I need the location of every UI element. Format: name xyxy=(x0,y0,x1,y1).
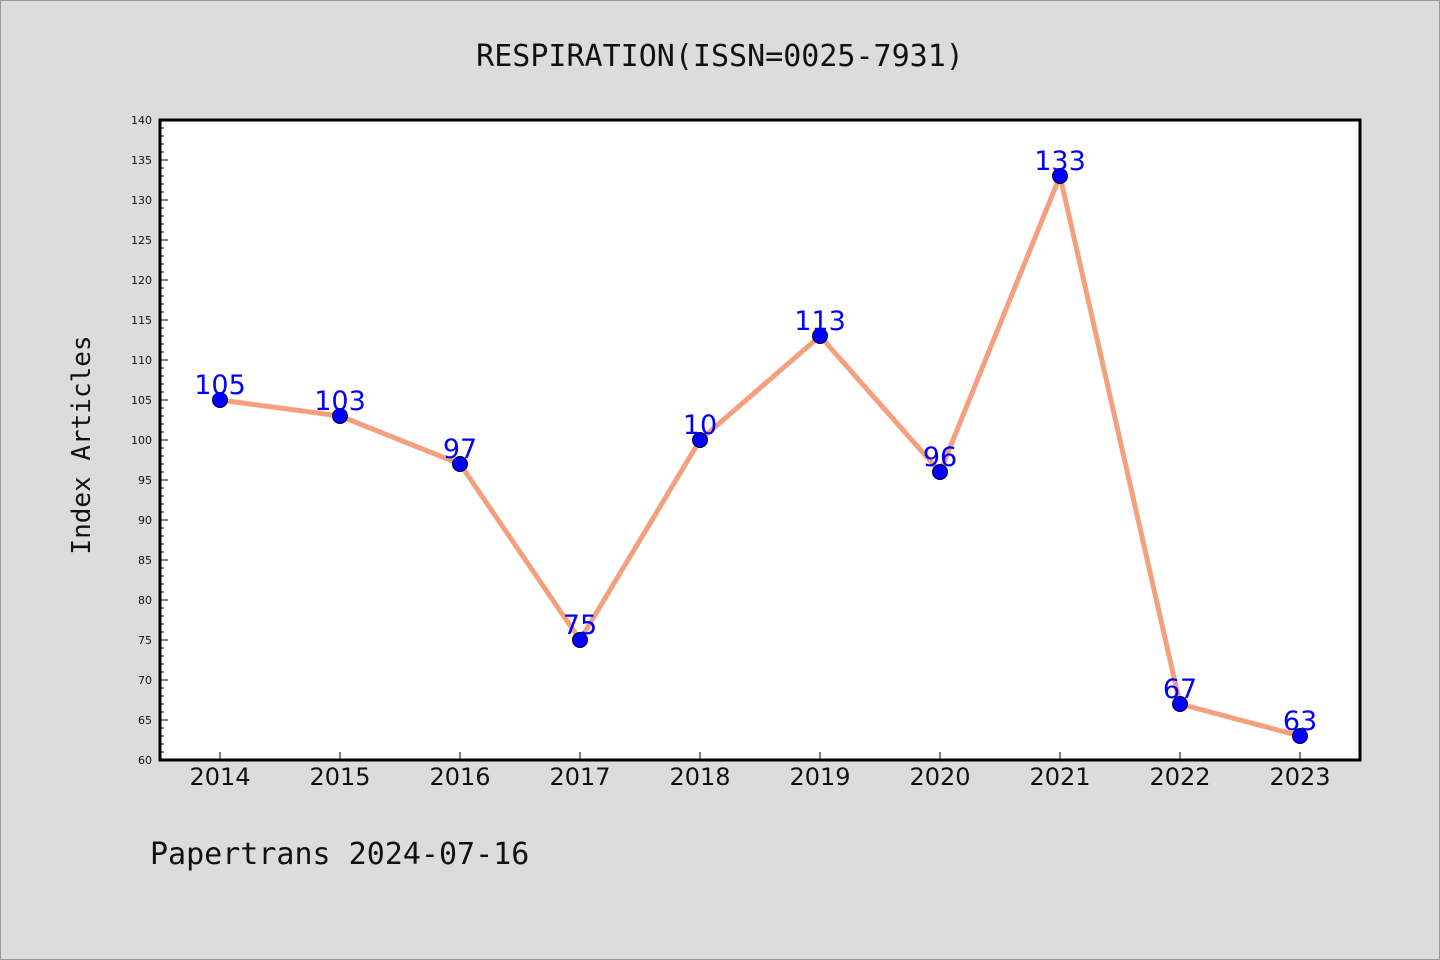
y-tick-label: 100 xyxy=(131,434,152,447)
data-labels-layer: 105 103 97 75 10 113 96 133 67 63 xyxy=(194,146,1317,737)
y-tick-label: 115 xyxy=(131,314,152,327)
series-line xyxy=(217,173,1303,739)
x-tick-label: 2016 xyxy=(429,763,490,791)
plot-area xyxy=(158,118,1362,762)
x-tick-label: 2018 xyxy=(669,763,730,791)
data-label: 10 xyxy=(683,410,717,441)
data-point-marker xyxy=(332,408,348,424)
data-label: 133 xyxy=(1034,146,1086,177)
y-tick-label: 65 xyxy=(138,714,152,727)
y-tick-label: 90 xyxy=(138,514,152,527)
data-label: 96 xyxy=(923,442,957,473)
y-axis-label: Index Articles xyxy=(67,335,97,554)
y-tick-label: 130 xyxy=(131,194,152,207)
x-tick-label: 2023 xyxy=(1269,763,1330,791)
data-point-marker xyxy=(932,464,948,480)
data-label: 67 xyxy=(1163,674,1197,705)
chart-title: RESPIRATION(ISSN=0025-7931) xyxy=(476,39,964,74)
data-label: 75 xyxy=(563,610,597,641)
series-layer xyxy=(217,173,1303,739)
x-tick-label: 2015 xyxy=(309,763,370,791)
x-tick-label: 2020 xyxy=(909,763,970,791)
y-tick-label: 105 xyxy=(131,394,152,407)
y-tick-label: 70 xyxy=(138,674,152,687)
data-label: 63 xyxy=(1283,706,1317,737)
y-tick-label: 135 xyxy=(131,154,152,167)
data-point-marker xyxy=(1052,168,1068,184)
data-point-marker xyxy=(1292,728,1308,744)
y-tick-label: 120 xyxy=(131,274,152,287)
data-point-marker xyxy=(692,432,708,448)
x-tick-label: 2021 xyxy=(1029,763,1090,791)
x-tick-label: 2019 xyxy=(789,763,850,791)
x-axis-ticks: 2014 2015 2016 2017 2018 2019 2020 2021 2022 2023 xyxy=(189,752,1331,791)
y-tick-label: 75 xyxy=(138,634,152,647)
y-tick-label: 85 xyxy=(138,554,152,567)
y-axis-ticks: 60 65 70 75 80 85 90 95 100 105 110 115 120 125 130 135… xyxy=(131,114,168,767)
x-tick-label: 2017 xyxy=(549,763,610,791)
data-label: 105 xyxy=(194,370,246,401)
data-point-marker xyxy=(1172,696,1188,712)
y-tick-label: 125 xyxy=(131,234,152,247)
data-point-marker xyxy=(212,392,228,408)
footer-credit: Papertrans 2024-07-16 xyxy=(150,837,529,872)
x-tick-label: 2022 xyxy=(1149,763,1210,791)
y-tick-label: 95 xyxy=(138,474,152,487)
data-point-marker xyxy=(452,456,468,472)
y-tick-label: 80 xyxy=(138,594,152,607)
data-label: 103 xyxy=(314,386,366,417)
data-point-marker xyxy=(812,328,828,344)
markers-layer xyxy=(212,168,1308,744)
y-tick-label: 110 xyxy=(131,354,152,367)
y-tick-label: 140 xyxy=(131,114,152,127)
data-label: 113 xyxy=(794,306,846,337)
data-point-marker xyxy=(572,632,588,648)
data-label: 97 xyxy=(443,434,477,465)
x-tick-label: 2014 xyxy=(189,763,250,791)
y-tick-label: 60 xyxy=(138,754,152,767)
